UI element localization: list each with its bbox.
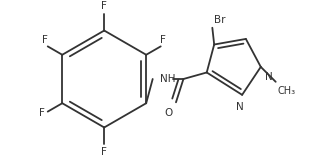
Text: N: N [264, 73, 272, 82]
Text: F: F [40, 108, 45, 118]
Text: N: N [237, 102, 244, 112]
Text: Br: Br [214, 15, 226, 25]
Text: F: F [101, 147, 107, 157]
Text: CH₃: CH₃ [278, 85, 296, 96]
Text: F: F [42, 35, 48, 45]
Text: F: F [101, 1, 107, 11]
Text: O: O [164, 109, 173, 118]
Text: F: F [160, 35, 166, 45]
Text: NH: NH [160, 74, 176, 84]
